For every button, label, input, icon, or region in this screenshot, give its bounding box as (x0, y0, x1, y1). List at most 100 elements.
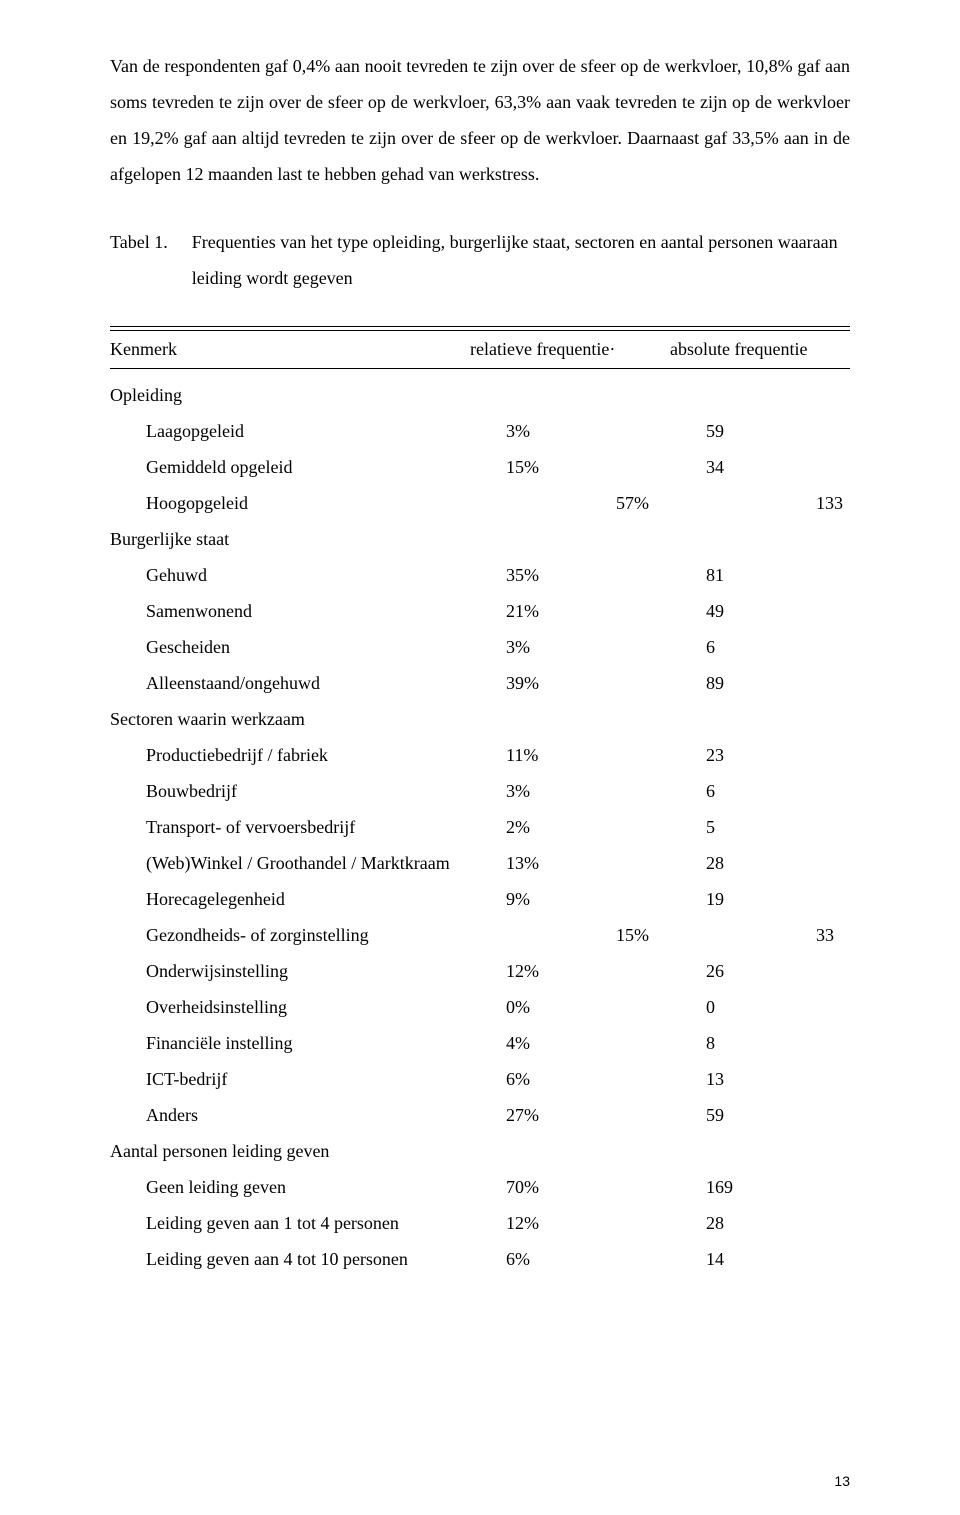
table-row: Hoogopgeleid 57% 133 (110, 485, 850, 521)
row-label: Overheidsinstelling (110, 989, 506, 1025)
row-label: Gemiddeld opgeleid (110, 449, 506, 485)
row-abs: 28 (706, 845, 766, 881)
row-label: Gescheiden (110, 629, 506, 665)
row-label: Geen leiding geven (110, 1169, 506, 1205)
row-rel: 3% (506, 629, 596, 665)
table-row: (Web)Winkel / Groothandel / Marktkraam 1… (110, 845, 850, 881)
row-spacer (596, 629, 706, 665)
row-rel: 57% (506, 485, 706, 521)
row-rel: 3% (506, 413, 596, 449)
row-label: ICT-bedrijf (110, 1061, 506, 1097)
row-abs: 133 (816, 485, 876, 521)
row-label: Bouwbedrijf (110, 773, 506, 809)
row-spacer (596, 1025, 706, 1061)
table-row: Laagopgeleid 3% 59 (110, 413, 850, 449)
row-abs: 81 (706, 557, 766, 593)
page-number: 13 (834, 1473, 850, 1489)
header-kenmerk: Kenmerk (110, 339, 470, 360)
row-spacer (596, 449, 706, 485)
group-burgerlijke: Burgerlijke staat (110, 521, 850, 557)
header-sep: · (609, 339, 615, 359)
row-spacer (596, 809, 706, 845)
table-row: Alleenstaand/ongehuwd 39% 89 (110, 665, 850, 701)
row-label: Gehuwd (110, 557, 506, 593)
row-abs: 169 (706, 1169, 766, 1205)
row-spacer (596, 1061, 706, 1097)
table-row: Gescheiden 3% 6 (110, 629, 850, 665)
row-rel: 21% (506, 593, 596, 629)
row-spacer (596, 557, 706, 593)
row-abs: 23 (706, 737, 766, 773)
row-abs: 89 (706, 665, 766, 701)
row-abs: 6 (706, 629, 766, 665)
table-row: Samenwonend 21% 49 (110, 593, 850, 629)
row-label: Financiële instelling (110, 1025, 506, 1061)
row-abs: 59 (706, 413, 766, 449)
table-row: Overheidsinstelling 0% 0 (110, 989, 850, 1025)
row-rel: 39% (506, 665, 596, 701)
row-rel: 12% (506, 953, 596, 989)
row-rel: 12% (506, 1205, 596, 1241)
table-row: Geen leiding geven 70% 169 (110, 1169, 850, 1205)
table-row: Gehuwd 35% 81 (110, 557, 850, 593)
table-row: Financiële instelling 4% 8 (110, 1025, 850, 1061)
row-rel: 2% (506, 809, 596, 845)
row-spacer (596, 593, 706, 629)
row-abs: 33 (816, 917, 876, 953)
row-spacer (596, 413, 706, 449)
row-spacer (596, 665, 706, 701)
row-label: Horecagelegenheid (110, 881, 506, 917)
row-abs: 6 (706, 773, 766, 809)
row-rel: 35% (506, 557, 596, 593)
row-spacer (596, 1205, 706, 1241)
row-rel: 27% (506, 1097, 596, 1133)
table-row: Bouwbedrijf 3% 6 (110, 773, 850, 809)
row-label: Alleenstaand/ongehuwd (110, 665, 506, 701)
table-row: Leiding geven aan 4 tot 10 personen 6% 1… (110, 1241, 850, 1277)
row-spacer (706, 485, 816, 521)
row-label: Leiding geven aan 4 tot 10 personen (110, 1241, 506, 1277)
row-abs: 28 (706, 1205, 766, 1241)
row-rel: 15% (506, 917, 706, 953)
row-rel: 6% (506, 1061, 596, 1097)
row-abs: 0 (706, 989, 766, 1025)
table-row: Productiebedrijf / fabriek 11% 23 (110, 737, 850, 773)
table-row: ICT-bedrijf 6% 13 (110, 1061, 850, 1097)
row-abs: 34 (706, 449, 766, 485)
table-row: Anders 27% 59 (110, 1097, 850, 1133)
row-spacer (596, 1169, 706, 1205)
row-rel: 6% (506, 1241, 596, 1277)
row-spacer (706, 917, 816, 953)
row-rel: 13% (506, 845, 596, 881)
group-sectoren: Sectoren waarin werkzaam (110, 701, 850, 737)
intro-paragraph: Van de respondenten gaf 0,4% aan nooit t… (110, 48, 850, 192)
row-rel: 15% (506, 449, 596, 485)
group-opleiding: Opleiding (110, 377, 850, 413)
table-rule-header-bottom (110, 368, 850, 369)
table-caption-label: Tabel 1. (110, 224, 192, 296)
table-row: Onderwijsinstelling 12% 26 (110, 953, 850, 989)
row-rel: 4% (506, 1025, 596, 1061)
row-abs: 59 (706, 1097, 766, 1133)
row-spacer (596, 953, 706, 989)
row-abs: 8 (706, 1025, 766, 1061)
table-row: Leiding geven aan 1 tot 4 personen 12% 2… (110, 1205, 850, 1241)
row-label: Samenwonend (110, 593, 506, 629)
row-abs: 5 (706, 809, 766, 845)
row-rel: 70% (506, 1169, 596, 1205)
row-spacer (596, 989, 706, 1025)
row-label: Leiding geven aan 1 tot 4 personen (110, 1205, 506, 1241)
row-spacer (596, 737, 706, 773)
row-rel: 9% (506, 881, 596, 917)
table-caption-desc: Frequenties van het type opleiding, burg… (192, 224, 850, 296)
page: Van de respondenten gaf 0,4% aan nooit t… (0, 0, 960, 1515)
row-rel: 11% (506, 737, 596, 773)
row-abs: 26 (706, 953, 766, 989)
row-rel: 3% (506, 773, 596, 809)
row-spacer (596, 1097, 706, 1133)
row-spacer (596, 845, 706, 881)
row-spacer (596, 773, 706, 809)
group-leiding: Aantal personen leiding geven (110, 1133, 850, 1169)
row-label: Transport- of vervoersbedrijf (110, 809, 506, 845)
row-label: Laagopgeleid (110, 413, 506, 449)
